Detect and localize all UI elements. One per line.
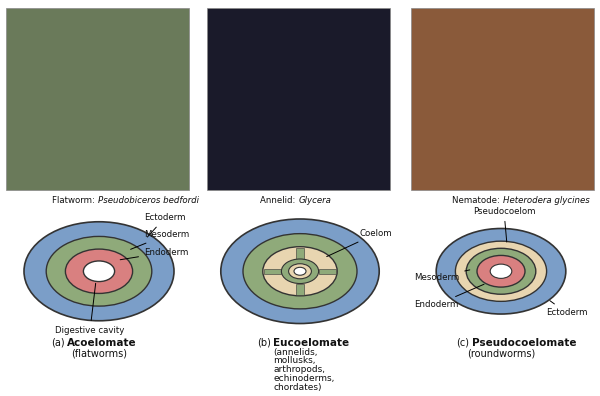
Circle shape <box>490 264 512 278</box>
Circle shape <box>243 234 357 309</box>
Text: Eucoelomate: Eucoelomate <box>273 338 349 348</box>
Text: Digestive cavity: Digestive cavity <box>55 283 125 335</box>
Text: Ectoderm: Ectoderm <box>546 301 587 317</box>
Text: Pseudocoelomate: Pseudocoelomate <box>472 338 577 348</box>
Bar <box>319 268 336 274</box>
Circle shape <box>294 267 306 275</box>
Text: Coelom: Coelom <box>326 229 392 257</box>
Circle shape <box>477 255 525 287</box>
Circle shape <box>289 264 311 279</box>
Text: Endoderm: Endoderm <box>120 248 188 260</box>
Bar <box>296 284 304 295</box>
Circle shape <box>221 219 379 324</box>
Text: Annelid:: Annelid: <box>260 196 298 205</box>
Bar <box>6 8 189 190</box>
Text: Heterodera glycines: Heterodera glycines <box>503 196 590 205</box>
Circle shape <box>46 236 152 306</box>
Bar <box>264 268 281 274</box>
Text: Ectoderm: Ectoderm <box>144 213 185 237</box>
Text: (flatworms): (flatworms) <box>71 348 127 358</box>
Circle shape <box>455 241 547 301</box>
Text: Flatworm:: Flatworm: <box>52 196 98 205</box>
Text: Nematode:: Nematode: <box>452 196 503 205</box>
Text: Pseudocoelom: Pseudocoelom <box>473 207 535 242</box>
Text: mollusks,: mollusks, <box>273 356 316 366</box>
Text: arthropods,: arthropods, <box>273 365 325 374</box>
Text: (a): (a) <box>51 338 65 348</box>
Text: (b): (b) <box>257 338 271 348</box>
Circle shape <box>65 249 133 293</box>
Text: chordates): chordates) <box>273 383 322 392</box>
Text: (annelids,: (annelids, <box>273 348 317 357</box>
Text: echinoderms,: echinoderms, <box>273 374 334 383</box>
Circle shape <box>436 228 566 314</box>
Bar <box>207 8 390 190</box>
Circle shape <box>83 261 115 282</box>
Text: Glycera: Glycera <box>298 196 331 205</box>
Text: Endoderm: Endoderm <box>414 284 484 309</box>
Text: Mesoderm: Mesoderm <box>131 230 189 249</box>
Text: Pseudobiceros bedfordi: Pseudobiceros bedfordi <box>98 196 199 205</box>
Text: (roundworms): (roundworms) <box>467 348 535 358</box>
Text: Mesoderm: Mesoderm <box>414 270 470 282</box>
Circle shape <box>263 247 337 296</box>
Circle shape <box>466 248 536 294</box>
Circle shape <box>24 222 174 321</box>
Circle shape <box>281 259 319 284</box>
Text: Acoelomate: Acoelomate <box>67 338 137 348</box>
Text: (c): (c) <box>456 338 469 348</box>
Bar <box>296 248 304 259</box>
Bar <box>411 8 594 190</box>
